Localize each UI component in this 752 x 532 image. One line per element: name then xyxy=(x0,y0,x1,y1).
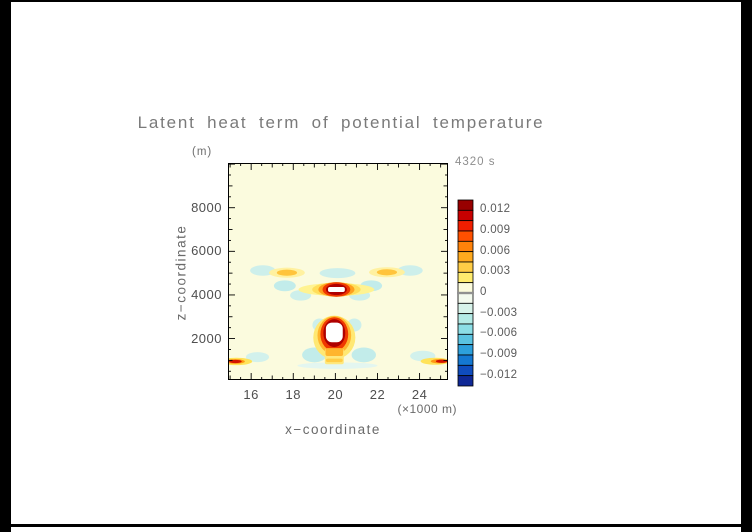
colorbar-label: 0.003 xyxy=(480,265,511,278)
frame-left-bar xyxy=(0,0,11,532)
colorbar-label: −0.009 xyxy=(480,347,518,360)
plot-border xyxy=(228,163,448,380)
colorbar-label: −0.006 xyxy=(480,327,518,340)
feature-side-smudge-right xyxy=(369,267,405,278)
colorbar-segment xyxy=(457,271,474,284)
colorbar-label: −0.012 xyxy=(480,368,518,381)
colorbar-segment xyxy=(457,220,474,232)
x-tick-label: 16 xyxy=(243,387,259,402)
frame-top-line xyxy=(11,0,741,2)
figure-title: Latent heat term of potential temperatur… xyxy=(137,113,545,132)
colorbar-segment xyxy=(457,375,474,387)
colorbar-segment xyxy=(457,333,474,346)
colorbar-segment xyxy=(457,344,474,356)
colorbar-segment xyxy=(457,313,474,325)
colorbar-segment xyxy=(457,302,474,315)
y-axis-unit: (m) xyxy=(192,146,213,158)
colorbar-label: 0.012 xyxy=(480,203,511,216)
y-tick-label: 2000 xyxy=(191,330,222,346)
feature-side-smudge-left xyxy=(269,267,305,278)
x-tick-label: 20 xyxy=(327,387,344,402)
time-label: 4320 s xyxy=(455,156,496,168)
colorbar-segment xyxy=(457,209,474,222)
colorbar-segment xyxy=(457,282,474,294)
colorbar-segment xyxy=(457,323,474,335)
x-axis-title: x−coordinate xyxy=(285,422,381,437)
colorbar-segment xyxy=(457,292,474,304)
frame-right-bar xyxy=(741,0,752,532)
colorbar-segment xyxy=(457,240,474,253)
colorbar-label: 0 xyxy=(480,285,487,298)
colorbar xyxy=(457,199,474,387)
colorbar-zero-line xyxy=(458,291,473,295)
feature-upper-cell xyxy=(298,282,375,297)
y-tick-label: 8000 xyxy=(191,199,222,215)
feature-lower-cell xyxy=(313,315,356,360)
x-axis-unit: (×1000 m) xyxy=(397,402,457,416)
colorbar-segment xyxy=(457,354,474,366)
y-tick-label: 4000 xyxy=(191,286,222,302)
feature-lower-cell-tail xyxy=(324,348,344,365)
contour-plot xyxy=(228,163,448,380)
x-tick-label: 18 xyxy=(285,387,301,402)
colorbar-segment xyxy=(457,261,474,273)
colorbar-segment xyxy=(457,230,474,242)
colorbar-segment xyxy=(457,199,474,211)
colorbar-label: 0.009 xyxy=(480,223,511,236)
colorbar-label: 0.006 xyxy=(480,244,511,257)
colorbar-segment xyxy=(457,364,474,377)
x-tick-label: 24 xyxy=(411,387,428,402)
colorbar-segment xyxy=(457,251,474,263)
y-tick-label: 6000 xyxy=(191,243,222,259)
frame-bottom-line xyxy=(11,524,741,527)
colorbar-label: −0.003 xyxy=(480,306,518,319)
x-tick-label: 22 xyxy=(369,387,386,402)
